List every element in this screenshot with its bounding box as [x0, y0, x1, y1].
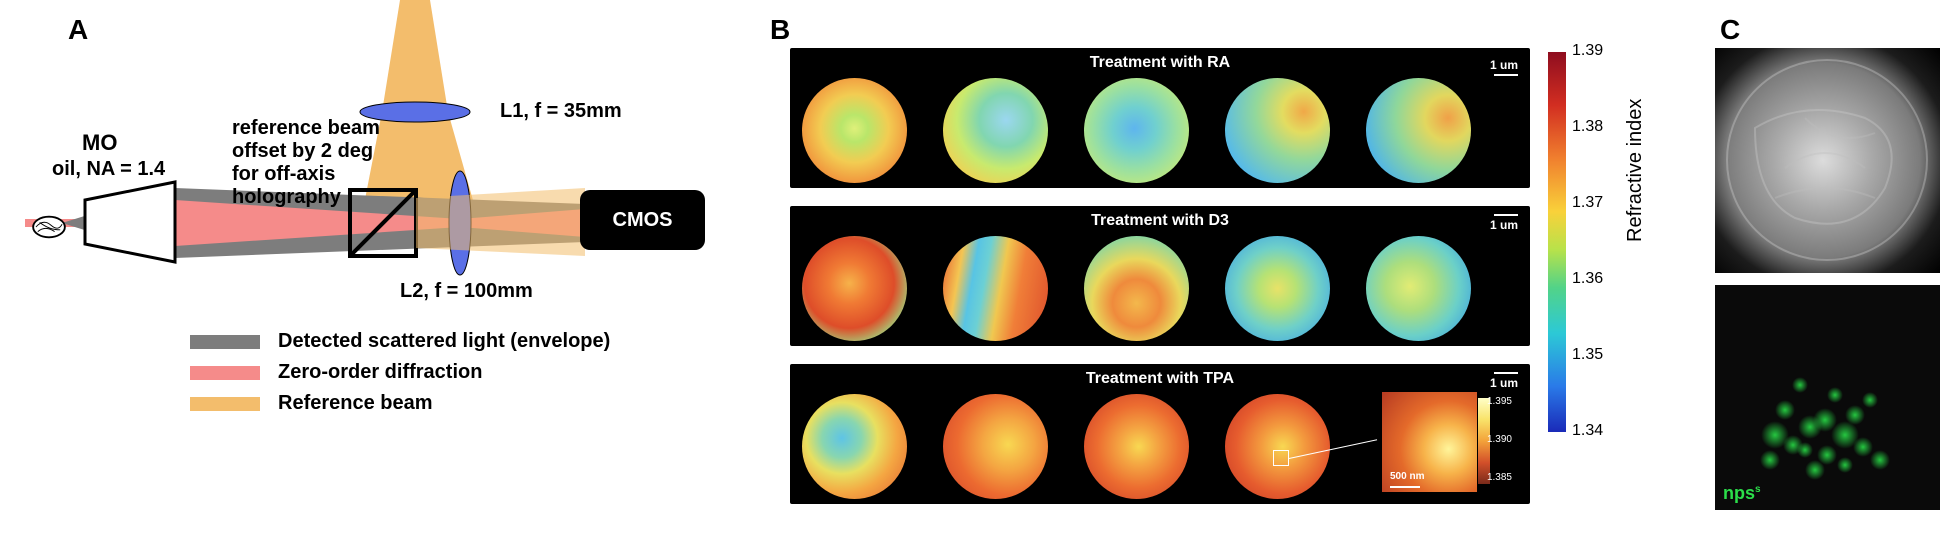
nps-label: npss	[1723, 483, 1761, 504]
fluo-spot	[1805, 460, 1825, 480]
timepoints-row: UntreatedT = 24hT = 48hT = 72h	[802, 394, 1330, 499]
cell-ri-map	[1225, 78, 1330, 183]
scalebar-label: 1 um	[1490, 376, 1518, 390]
legend-label: Reference beam	[278, 392, 433, 415]
sample-icon	[30, 213, 68, 241]
colorbar-tick: 1.37	[1572, 194, 1603, 212]
timepoint-label: T = 96h	[1366, 189, 1471, 205]
mo-sublabel: oil, NA = 1.4	[52, 158, 165, 181]
timepoint-label: T = 96h	[1366, 347, 1471, 363]
inset-tick: 1.395	[1487, 396, 1512, 407]
timepoint-label: T = 24h	[943, 189, 1048, 205]
fluo-spot	[1792, 377, 1808, 393]
colorbar-tick: 1.35	[1572, 346, 1603, 364]
timepoint-label: T = 48h	[1084, 189, 1189, 205]
timepoint-label: Untreated	[802, 347, 907, 363]
timepoints-row: UntreatedT = 24hT = 48hT = 72hT = 96h	[802, 236, 1471, 341]
cell-ri-map	[1366, 78, 1471, 183]
timepoint-label: T = 72h	[1225, 347, 1330, 363]
treatment-strip: Treatment with TPA1 um UntreatedT = 24hT …	[790, 364, 1530, 504]
cell-ri-map	[1366, 236, 1471, 341]
scalebar-label: 1 um	[1490, 58, 1518, 72]
cell-ri-map	[943, 394, 1048, 499]
roi-box	[1273, 450, 1289, 466]
lens-l2-label: L2, f = 100mm	[400, 280, 533, 303]
mo-label: MO	[82, 130, 117, 156]
legend-row: Reference beam	[190, 392, 610, 415]
colorbar: 1.391.381.371.361.351.34 Refractive inde…	[1548, 52, 1658, 432]
scalebar-label: 1 um	[1490, 218, 1518, 232]
cell-ri-map	[943, 78, 1048, 183]
legend: Detected scattered light (envelope) Zero-…	[190, 330, 610, 423]
inset-zoom: 500 nm 1.395 1.390 1.385	[1382, 392, 1512, 492]
timepoint-label: T = 48h	[1084, 347, 1189, 363]
cell-ri-map	[1084, 78, 1189, 183]
cell-ri-map	[1225, 394, 1330, 499]
fluo-spot	[1827, 387, 1843, 403]
colorbar-gradient	[1548, 52, 1566, 432]
legend-swatch	[190, 397, 260, 411]
brightfield-image	[1715, 48, 1940, 273]
legend-row: Zero-order diffraction	[190, 361, 610, 384]
fluo-spot	[1760, 450, 1780, 470]
colorbar-tick: 1.36	[1572, 270, 1603, 288]
timepoint-label: T = 24h	[943, 347, 1048, 363]
strip-title: Treatment with RA	[790, 54, 1530, 72]
fluo-spot	[1813, 408, 1837, 432]
fluo-spot	[1797, 442, 1813, 458]
fluo-spot	[1853, 437, 1873, 457]
colorbar-tick: 1.34	[1572, 422, 1603, 440]
strip-title: Treatment with D3	[790, 212, 1530, 230]
cell-ri-map	[1225, 236, 1330, 341]
panel-c: npss	[1715, 0, 1953, 536]
inset-scale-label: 500 nm	[1390, 471, 1424, 482]
timepoint-label: T = 72h	[1225, 189, 1330, 205]
timepoint-label: Untreated	[802, 505, 907, 521]
timepoints-row: UntreatedT = 24hT = 48hT = 72hT = 96h	[802, 78, 1471, 183]
reference-beam-text: reference beamoffset by 2 degfor off-axi…	[232, 117, 380, 209]
colorbar-tick: 1.38	[1572, 118, 1603, 136]
timepoint-label: T = 48h	[1084, 505, 1189, 521]
lens-l1-label: L1, f = 35mm	[500, 100, 622, 123]
cell-ri-map	[802, 78, 907, 183]
fluo-spot	[1870, 450, 1890, 470]
panel-a: MO oil, NA = 1.4 reference beamoffset by…	[0, 0, 730, 536]
cell-ri-map	[1084, 236, 1189, 341]
legend-swatch	[190, 335, 260, 349]
timepoint-label: T = 72h	[1225, 505, 1330, 521]
scalebar	[1494, 372, 1518, 374]
fluo-spot	[1837, 457, 1853, 473]
inset-tick: 1.385	[1487, 472, 1512, 483]
scalebar	[1494, 74, 1518, 76]
cell-ri-map	[1084, 394, 1189, 499]
legend-label: Zero-order diffraction	[278, 361, 482, 384]
fluorescence-image: npss	[1715, 285, 1940, 510]
inset-tick: 1.390	[1487, 434, 1512, 445]
scalebar	[1494, 214, 1518, 216]
cmos-detector: CMOS	[580, 190, 705, 250]
cell-ri-map	[943, 236, 1048, 341]
legend-swatch	[190, 366, 260, 380]
colorbar-tick: 1.39	[1572, 42, 1603, 60]
timepoint-label: Untreated	[802, 189, 907, 205]
treatment-strip: Treatment with D31 um UntreatedT = 24hT =…	[790, 206, 1530, 346]
colorbar-title: Refractive index	[1624, 99, 1647, 242]
cell-ri-map	[802, 236, 907, 341]
treatment-strip: Treatment with RA1 um UntreatedT = 24hT =…	[790, 48, 1530, 188]
timepoint-label: T = 24h	[943, 505, 1048, 521]
fluo-spot	[1862, 392, 1878, 408]
panel-b: Treatment with RA1 umUntreatedT = 24hT =…	[760, 0, 1680, 536]
legend-label: Detected scattered light (envelope)	[278, 330, 610, 353]
cell-ri-map	[802, 394, 907, 499]
fluo-spot	[1845, 405, 1865, 425]
fluo-spot	[1775, 400, 1795, 420]
strip-title: Treatment with TPA	[790, 370, 1530, 388]
legend-row: Detected scattered light (envelope)	[190, 330, 610, 353]
inset-scalebar	[1390, 486, 1420, 488]
